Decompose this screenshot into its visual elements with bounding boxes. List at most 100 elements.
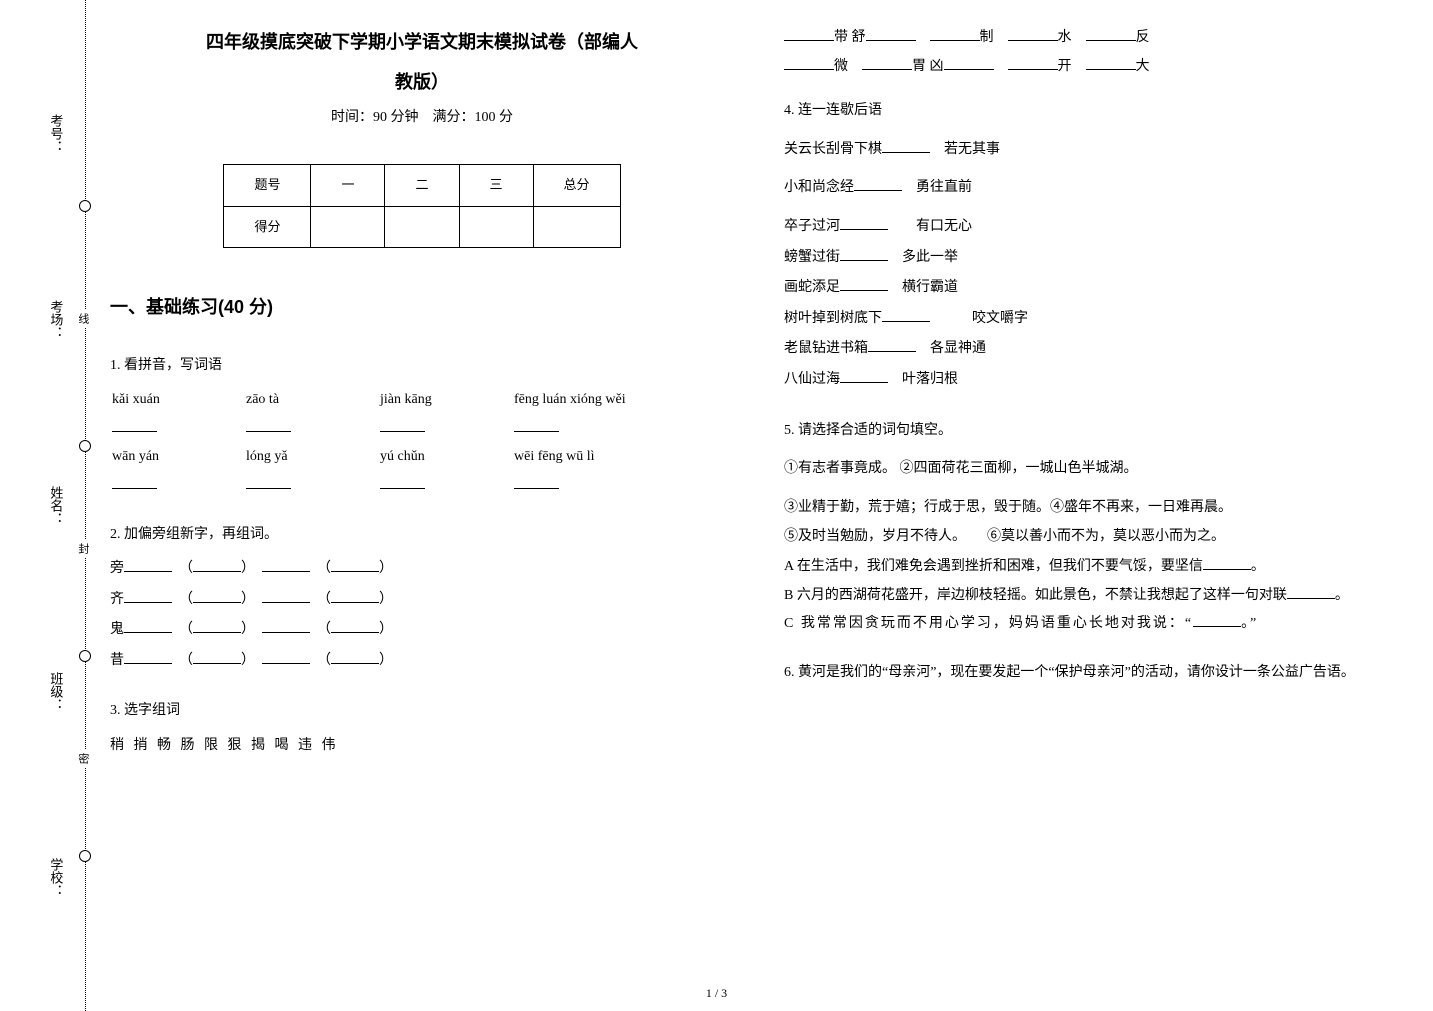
q5-opt-a: A 在生活中，我们难免会遇到挫折和困难，但我们不要气馁，要坚信。 <box>784 554 1408 581</box>
idiom-left: 卒子过河 <box>784 219 840 234</box>
seal-circle <box>79 440 91 452</box>
question-1: 1. 看拼音，写词语 kǎi xuán zāo tà jiàn kāng fēn… <box>110 353 734 502</box>
blank <box>380 416 476 443</box>
q3-fill-row: 带 舒 制 水 反 <box>784 25 1408 52</box>
fill-suffix: 水 <box>1058 30 1072 45</box>
idiom-right: 横行霸道 <box>902 280 958 295</box>
pinyin: yú chǔn <box>380 444 476 471</box>
q5-options: A 在生活中，我们难免会遇到挫折和困难，但我们不要气馁，要坚信。 B 六月的西湖… <box>784 554 1408 638</box>
q5-label: 5. 请选择合适的词句填空。 <box>784 418 1408 445</box>
idiom-pair: 八仙过海 叶落归根 <box>784 367 1408 394</box>
question-2: 2. 加偏旁组新字，再组词。 旁 （） （） 齐 （） （） 鬼 （） （） 昔… <box>110 522 734 679</box>
q5-proverbs-3: ⑤及时当勉励，岁月不待人。 ⑥莫以善小而不为，莫以恶小而为之。 <box>784 524 1408 551</box>
seal-circle <box>79 850 91 862</box>
seal-circle <box>79 650 91 662</box>
page-content: 四年级摸底突破下学期小学语文期末模拟试卷（部编人 教版） 时间：90 分钟 满分… <box>110 25 1408 981</box>
score-row-label: 得分 <box>224 206 311 248</box>
pinyin: wēi fēng wū lì <box>514 444 610 471</box>
score-table: 题号 一 二 三 总分 得分 <box>223 164 620 248</box>
q2-label: 2. 加偏旁组新字，再组词。 <box>110 522 734 549</box>
idiom-left: 关云长刮骨下棋 <box>784 142 882 157</box>
radical-row: 齐 （） （） <box>110 587 734 614</box>
idiom-right: 叶落归根 <box>902 372 958 387</box>
binding-sidebar: 学校： 班级： 姓名： 考场： 考号： <box>25 0 85 1011</box>
idiom-left: 画蛇添足 <box>784 280 840 295</box>
blank <box>112 473 208 500</box>
score-cell <box>459 206 533 248</box>
idiom-left: 小和尚念经 <box>784 180 854 195</box>
pinyin: fēng luán xióng wěi <box>514 387 626 414</box>
idiom-pair: 关云长刮骨下棋 若无其事 <box>784 137 1408 164</box>
q6-text: 6. 黄河是我们的“母亲河”，现在要发起一个“保护母亲河”的活动，请你设计一条公… <box>784 660 1408 687</box>
seal-circle <box>79 200 91 212</box>
score-cell <box>385 206 459 248</box>
idiom-right: 各显神通 <box>930 341 986 356</box>
score-header: 一 <box>311 164 385 206</box>
pinyin: wān yán <box>112 444 208 471</box>
idiom-pair: 螃蟹过街 多此一举 <box>784 245 1408 272</box>
blank <box>514 416 610 443</box>
idiom-left: 螃蟹过街 <box>784 250 840 265</box>
score-header: 三 <box>459 164 533 206</box>
radical-row: 旁 （） （） <box>110 556 734 583</box>
fill-suffix: 反 <box>1136 30 1150 45</box>
radical-char: 昔 <box>110 653 124 668</box>
seal-label: 线 <box>72 310 93 327</box>
pinyin: zāo tà <box>246 387 342 414</box>
idiom-pair: 画蛇添足 横行霸道 <box>784 275 1408 302</box>
score-cell <box>311 206 385 248</box>
q3-chars: 稍 捎 畅 肠 限 狠 揭 喝 违 伟 <box>110 733 734 760</box>
fill-suffix: 大 <box>1136 59 1150 74</box>
left-column: 四年级摸底突破下学期小学语文期末模拟试卷（部编人 教版） 时间：90 分钟 满分… <box>110 25 734 981</box>
q5-proverbs-2: ③业精于勤，荒于嬉；行成于思，毁于随。④盛年不再来，一日难再晨。 <box>784 495 1408 522</box>
exam-title-line2: 教版） <box>110 65 734 99</box>
radical-row: 鬼 （） （） <box>110 617 734 644</box>
fill-suffix: 开 <box>1058 59 1072 74</box>
radical-char: 齐 <box>110 592 124 607</box>
sidebar-label-room: 考场： <box>43 300 68 339</box>
sidebar-label-class: 班级： <box>43 672 68 711</box>
radical-row: 昔 （） （） <box>110 648 734 675</box>
idiom-pair: 树叶掉到树底下 咬文嚼字 <box>784 306 1408 333</box>
score-header: 题号 <box>224 164 311 206</box>
sidebar-label-name: 姓名： <box>43 486 68 525</box>
idiom-right: 咬文嚼字 <box>972 311 1028 326</box>
sidebar-label-school: 学校： <box>43 858 68 897</box>
seal-label: 密 <box>72 750 93 767</box>
idiom-right: 有口无心 <box>916 219 972 234</box>
idiom-pair: 卒子过河 有口无心 <box>784 214 1408 241</box>
blank <box>246 473 342 500</box>
exam-title-line1: 四年级摸底突破下学期小学语文期末模拟试卷（部编人 <box>110 25 734 59</box>
page-number: 1 / 3 <box>706 982 727 1005</box>
idiom-pair: 老鼠钻进书箱 各显神通 <box>784 336 1408 363</box>
score-cell <box>533 206 620 248</box>
radical-char: 鬼 <box>110 622 124 637</box>
idiom-left: 老鼠钻进书箱 <box>784 341 868 356</box>
q5-proverbs-1: ①有志者事竟成。 ②四面荷花三面柳，一城山色半城湖。 <box>784 456 1408 483</box>
radical-char: 旁 <box>110 561 124 576</box>
fill-suffix: 制 <box>980 30 994 45</box>
q1-label: 1. 看拼音，写词语 <box>110 353 734 380</box>
q5-opt-b: B 六月的西湖荷花盛开，岸边柳枝轻摇。如此景色，不禁让我想起了这样一句对联。 <box>784 583 1408 610</box>
blank <box>246 416 342 443</box>
seal-label: 封 <box>72 540 93 557</box>
question-5: 5. 请选择合适的词句填空。 ①有志者事竟成。 ②四面荷花三面柳，一城山色半城湖… <box>784 418 1408 640</box>
pinyin: kǎi xuán <box>112 387 208 414</box>
pinyin: jiàn kāng <box>380 387 476 414</box>
idiom-pair: 小和尚念经 勇往直前 <box>784 175 1408 202</box>
score-header: 总分 <box>533 164 620 206</box>
q5-opt-c: C 我常常因贪玩而不用心学习，妈妈语重心长地对我说：“。” <box>784 611 1408 638</box>
fill-suffix: 胃 凶 <box>912 59 944 74</box>
fill-suffix: 微 <box>834 59 848 74</box>
fill-suffix: 带 舒 <box>834 30 866 45</box>
idiom-left: 八仙过海 <box>784 372 840 387</box>
question-4: 4. 连一连歇后语 关云长刮骨下棋 若无其事 小和尚念经 勇往直前 卒子过河 有… <box>784 98 1408 397</box>
question-3: 3. 选字组词 稍 捎 畅 肠 限 狠 揭 喝 违 伟 <box>110 698 734 759</box>
pinyin: lóng yǎ <box>246 444 342 471</box>
blank <box>514 473 610 500</box>
q3-fill-row: 微 胃 凶 开 大 <box>784 54 1408 81</box>
sidebar-label-id: 考号： <box>43 114 68 153</box>
idiom-right: 若无其事 <box>944 142 1000 157</box>
idiom-right: 多此一举 <box>902 250 958 265</box>
exam-subtitle: 时间：90 分钟 满分：100 分 <box>110 105 734 132</box>
